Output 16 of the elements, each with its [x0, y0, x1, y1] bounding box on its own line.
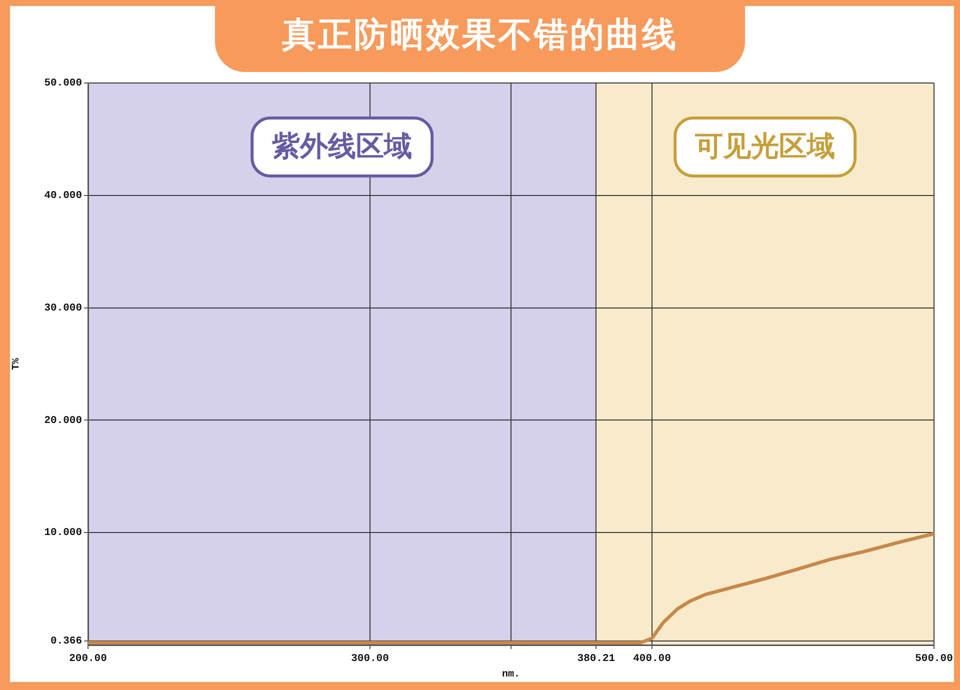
- x-axis-title: nm.: [502, 670, 520, 681]
- y-tick-label: 20.000: [44, 414, 82, 427]
- y-tick-label: 50.000: [44, 78, 82, 90]
- x-tick-label: 500.00: [915, 652, 953, 665]
- y-tick-label: 40.000: [44, 190, 82, 202]
- y-tick-label: 10.000: [44, 527, 82, 540]
- y-tick-label: 30.000: [44, 302, 82, 314]
- x-tick-label: 300.00: [351, 652, 389, 665]
- x-tick-label: 380.21: [577, 652, 616, 665]
- x-tick-label: 200.00: [69, 652, 107, 665]
- y-tick-label: 0.366: [50, 636, 82, 648]
- y-axis-title: T%: [12, 358, 23, 370]
- band-label: 紫外线区域: [271, 129, 412, 162]
- x-tick-label: 400.00: [633, 652, 671, 665]
- band-label: 可见光区域: [694, 129, 836, 162]
- chart-title: 真正防晒效果不错的曲线: [215, 0, 745, 72]
